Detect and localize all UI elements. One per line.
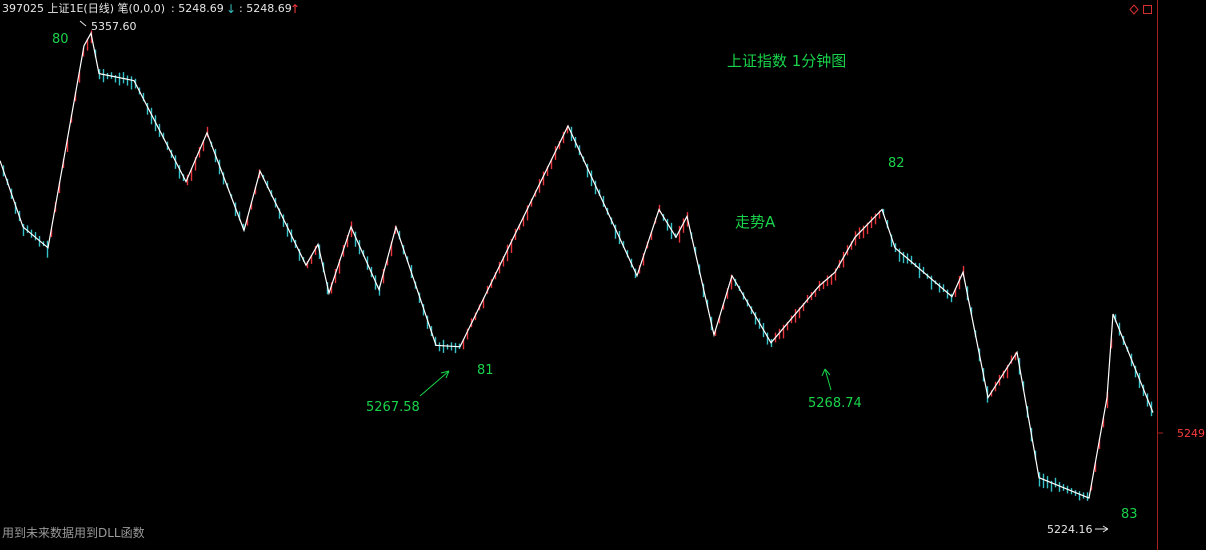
annotation-arrow bbox=[419, 370, 450, 397]
wave-label: 81 bbox=[477, 363, 494, 378]
up-arrow-icon: ↑ bbox=[290, 2, 301, 16]
wave-label: 80 bbox=[52, 32, 69, 47]
chart-code-title: 397025 上证1E(日线) 笔(0,0,0) bbox=[2, 2, 166, 15]
annotation-arrow bbox=[79, 20, 87, 27]
price-label: 5224.16 bbox=[1047, 523, 1093, 536]
wave-label: 83 bbox=[1121, 507, 1138, 522]
price-label: 5267.58 bbox=[366, 400, 420, 415]
arrow-head-icon bbox=[821, 368, 831, 377]
annotation-arrow bbox=[824, 368, 832, 391]
chart-title: 上证指数 1分钟图 bbox=[727, 52, 847, 70]
down-arrow-icon: ↓ bbox=[226, 2, 237, 16]
wave-label: 82 bbox=[888, 156, 905, 171]
restore-icon bbox=[1143, 5, 1152, 14]
price-label: 5268.74 bbox=[808, 396, 862, 411]
last-price-readout: : 5248.69 bbox=[239, 2, 292, 15]
price-label: 5357.60 bbox=[91, 20, 137, 33]
arrow-head-icon bbox=[440, 370, 450, 379]
arrow-head-icon bbox=[1102, 525, 1109, 533]
last-price-axis-label: 5249 bbox=[1177, 427, 1205, 440]
diamond-icon bbox=[1129, 4, 1139, 15]
close-price-readout: : 5248.69 bbox=[171, 2, 224, 15]
trend-label: 走势A bbox=[735, 213, 776, 231]
footer-note: 用到未来数据用到DLL函数 bbox=[2, 526, 145, 540]
swing-line bbox=[0, 31, 1154, 499]
